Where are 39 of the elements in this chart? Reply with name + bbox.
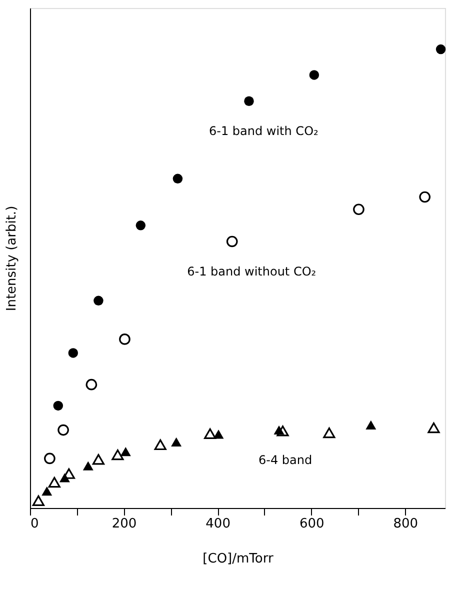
point (244, 96, 254, 106)
point (309, 70, 320, 80)
point (353, 204, 364, 216)
point (48, 476, 60, 488)
text: 6-4 band (258, 453, 312, 468)
point (226, 236, 238, 248)
point (136, 220, 146, 230)
x-tick-label: 0 (30, 516, 39, 532)
point (323, 427, 336, 438)
point (204, 428, 216, 440)
point (119, 334, 130, 345)
point (419, 191, 431, 203)
point (82, 461, 94, 470)
x-axis-title: [CO]/mTorr (202, 552, 274, 566)
x-tick-label: 600 (299, 516, 324, 532)
text: 6-1 band without CO₂ (187, 264, 316, 278)
point (92, 454, 105, 465)
point (154, 439, 166, 450)
point (53, 400, 64, 411)
point (112, 449, 124, 460)
point (120, 447, 131, 456)
text: 6-1 band with CO₂ (208, 124, 319, 138)
x-tick-label: 400 (206, 516, 230, 532)
point (86, 378, 98, 390)
x-tick-label: 200 (112, 516, 137, 532)
point (172, 174, 183, 184)
point (436, 44, 446, 54)
point (32, 495, 44, 506)
point (94, 296, 104, 306)
point (366, 420, 376, 430)
point (58, 424, 69, 436)
point (68, 348, 78, 358)
y-axis-title: Intensity (arbit.) (4, 206, 20, 312)
point (428, 422, 440, 434)
x-tick-label: 800 (393, 516, 418, 532)
point (276, 426, 289, 436)
point (171, 437, 182, 446)
point (42, 486, 52, 496)
point (44, 452, 56, 464)
